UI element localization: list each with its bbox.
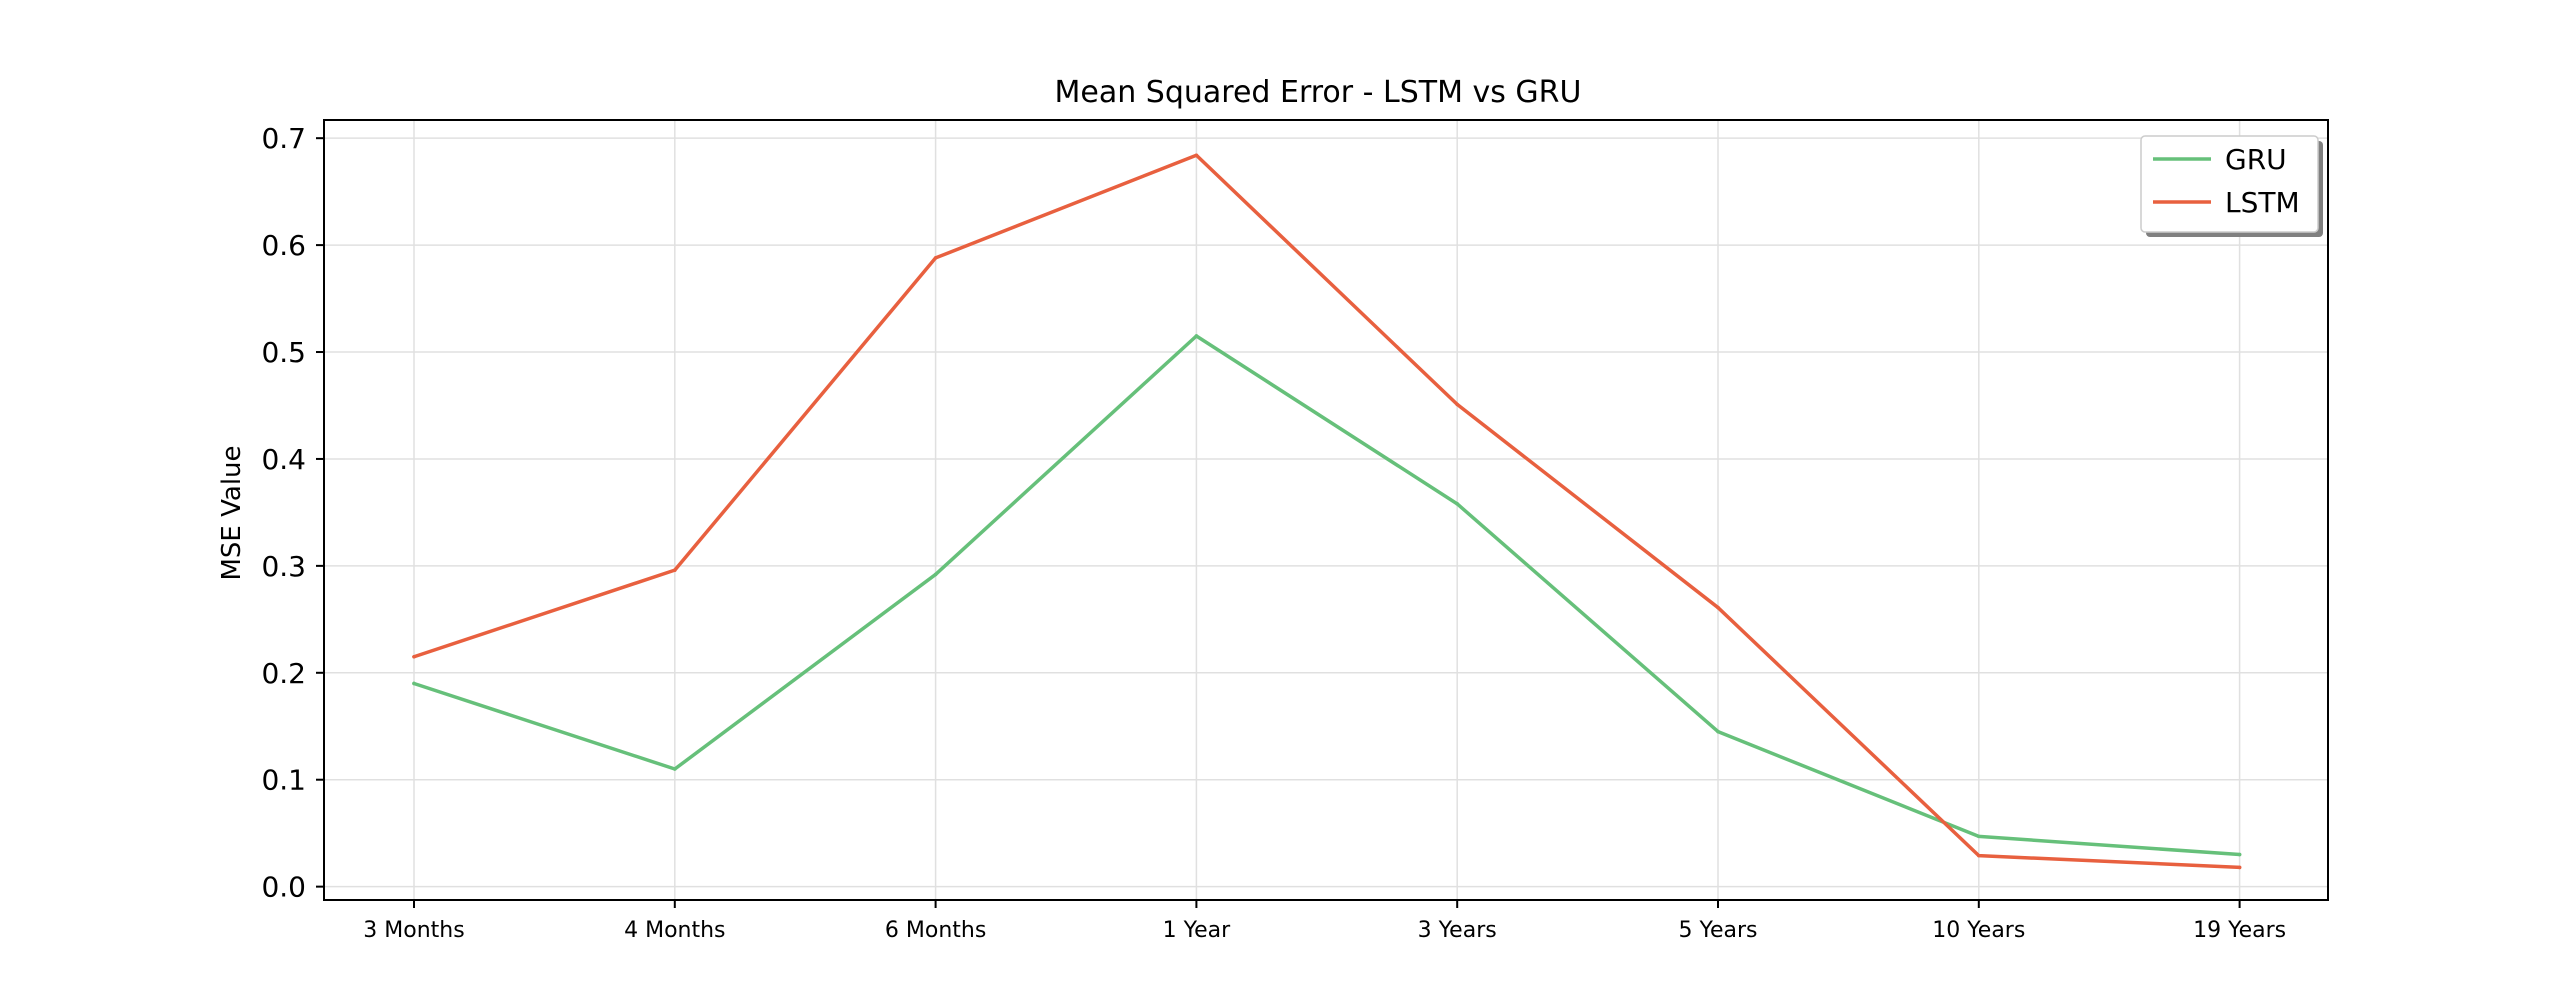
chart-title: Mean Squared Error - LSTM vs GRU [1055,75,1582,110]
y-tick-label: 0.5 [261,336,306,369]
y-tick-label: 0.6 [261,229,306,262]
legend: GRU LSTM [2140,135,2323,237]
data-point-gru [673,767,677,771]
x-tick-label: 4 Months [624,918,725,943]
y-axis-label: MSE Value [217,445,247,580]
x-tick-label: 1 Year [1163,918,1232,943]
series-line-gru [412,334,2242,857]
data-point-lstm [1194,153,1199,158]
y-tick-label: 0.7 [261,122,306,155]
data-point-gru [412,681,416,686]
data-point-gru [1194,334,1199,338]
data-point-gru [1977,834,1981,839]
data-point-gru [1716,729,1720,734]
axes [316,119,2329,908]
data-point-lstm [2237,865,2242,870]
legend-label-gru: GRU [2225,143,2287,176]
data-point-lstm [1455,402,1459,407]
x-tick-label: 10 Years [1932,918,2025,943]
data-point-gru [1455,502,1459,506]
legend-label-lstm: LSTM [2225,186,2300,219]
y-tick-label: 0.0 [261,871,306,904]
x-tick-label: 5 Years [1678,918,1757,943]
x-tick-label: 6 Months [885,918,986,943]
series-layer [412,153,2242,870]
x-tick-label: 19 Years [2193,918,2286,943]
y-tick-label: 0.3 [261,550,306,583]
data-point-lstm [673,568,677,572]
x-tick-label: 3 Years [1418,918,1497,943]
y-tick-label: 0.4 [261,443,306,476]
x-tick-label: 3 Months [363,918,464,943]
plot-frame [323,119,2329,901]
data-point-lstm [1716,605,1720,610]
data-point-gru [933,572,938,577]
tick-labels: 3 Months 4 Months 6 Months 1 Year 3 Years 5 Y… [261,122,2286,943]
grid [324,120,2328,900]
data-point-gru [2237,852,2242,857]
data-point-lstm [412,654,416,659]
y-tick-label: 0.1 [261,764,306,797]
y-tick-label: 0.2 [261,657,306,690]
data-point-lstm [933,256,938,260]
series-line-lstm [412,153,2242,870]
data-point-lstm [1977,853,1981,858]
